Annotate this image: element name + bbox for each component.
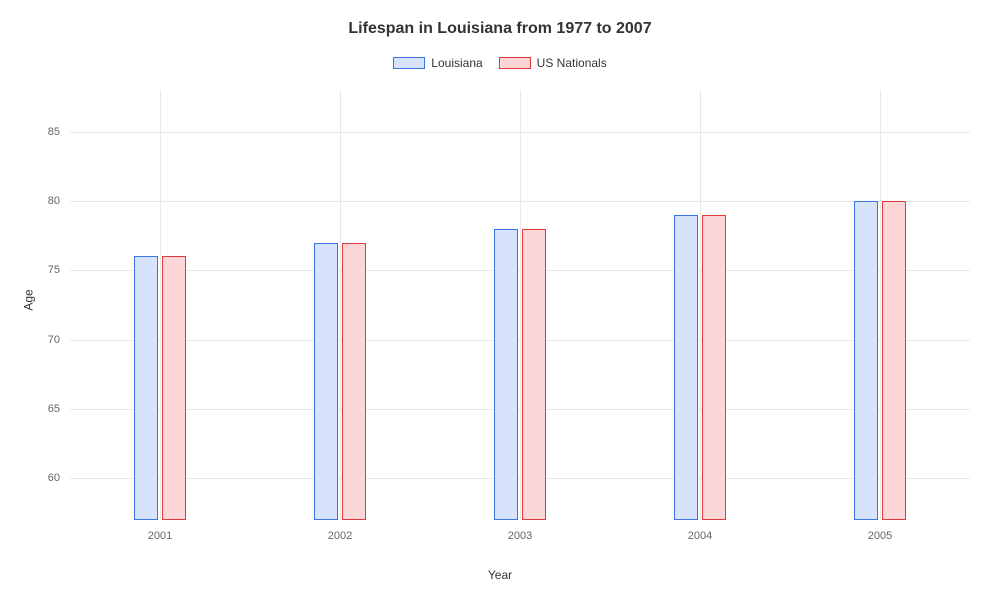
bar-us-nationals-2001 xyxy=(162,256,186,520)
legend-swatch-louisiana xyxy=(393,57,425,69)
grid-line-v xyxy=(700,90,701,520)
legend-item-louisiana: Louisiana xyxy=(393,56,482,70)
chart-container: Lifespan in Louisiana from 1977 to 2007 … xyxy=(0,0,1000,600)
y-tick-label: 80 xyxy=(30,195,60,207)
plot-area: 60657075808520012002200320042005 xyxy=(70,90,970,520)
y-tick-label: 75 xyxy=(30,264,60,276)
x-tick-label: 2001 xyxy=(148,530,172,542)
legend-label-louisiana: Louisiana xyxy=(431,56,482,70)
x-axis-label: Year xyxy=(488,568,512,582)
bar-louisiana-2005 xyxy=(854,201,878,520)
y-tick-label: 60 xyxy=(30,472,60,484)
legend-swatch-us-nationals xyxy=(499,57,531,69)
bar-us-nationals-2005 xyxy=(882,201,906,520)
x-tick-label: 2002 xyxy=(328,530,352,542)
bar-us-nationals-2004 xyxy=(702,215,726,520)
bar-louisiana-2003 xyxy=(494,229,518,520)
bar-louisiana-2002 xyxy=(314,243,338,520)
legend-label-us-nationals: US Nationals xyxy=(537,56,607,70)
bar-louisiana-2004 xyxy=(674,215,698,520)
x-tick-label: 2004 xyxy=(688,530,712,542)
x-tick-label: 2005 xyxy=(868,530,892,542)
y-tick-label: 65 xyxy=(30,403,60,415)
y-tick-label: 85 xyxy=(30,126,60,138)
y-tick-label: 70 xyxy=(30,334,60,346)
grid-line-v xyxy=(880,90,881,520)
legend: Louisiana US Nationals xyxy=(0,56,1000,70)
grid-line-v xyxy=(160,90,161,520)
chart-title: Lifespan in Louisiana from 1977 to 2007 xyxy=(0,0,1000,38)
y-axis-label: Age xyxy=(22,289,36,310)
bar-us-nationals-2002 xyxy=(342,243,366,520)
grid-line-v xyxy=(520,90,521,520)
legend-item-us-nationals: US Nationals xyxy=(499,56,607,70)
bar-us-nationals-2003 xyxy=(522,229,546,520)
grid-line-v xyxy=(340,90,341,520)
x-tick-label: 2003 xyxy=(508,530,532,542)
bar-louisiana-2001 xyxy=(134,256,158,520)
